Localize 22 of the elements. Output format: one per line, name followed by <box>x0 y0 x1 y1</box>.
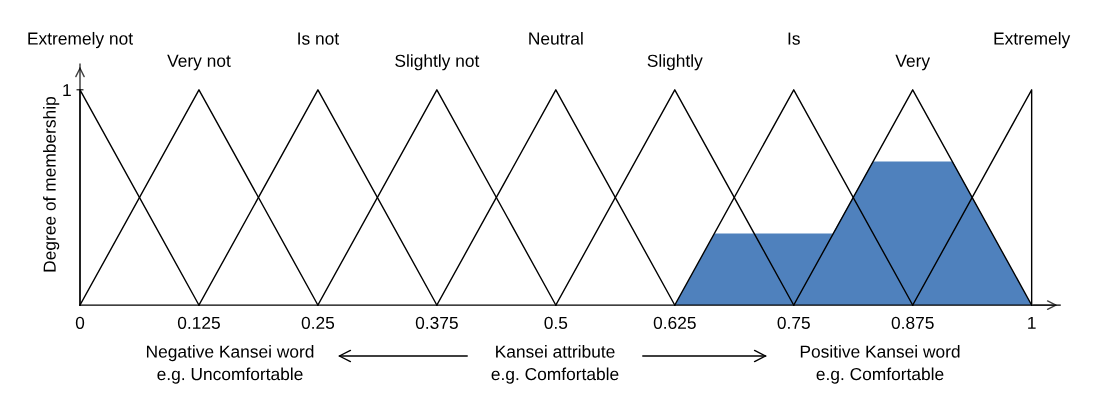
text: Is <box>788 32 800 45</box>
x-tick-label: 0.25 <box>301 316 335 329</box>
text: Kansei attribute e.g. Comfortable <box>491 345 619 384</box>
y-axis-title: Degree of membership <box>43 96 60 272</box>
series-label: Very <box>895 54 931 71</box>
x-tick-label: 1 <box>1028 316 1036 329</box>
text: Extremely <box>994 31 1071 49</box>
text: Extremely not <box>28 31 133 49</box>
x-tick-label: 0.5 <box>544 316 568 329</box>
text: Positive Kansei word e.g. Comfortable <box>800 345 960 384</box>
text: Negative Kansei word e.g. Uncomfortable <box>146 345 314 384</box>
text: Is not <box>298 32 340 45</box>
x-tick-label: 0.375 <box>415 316 458 329</box>
x-tick-label: 0 <box>75 316 85 329</box>
series-label: Very not <box>167 54 231 71</box>
text: Neutral <box>529 31 583 45</box>
x-tick-label: 0.625 <box>653 316 696 329</box>
series-label: Slightly <box>647 54 703 71</box>
x-tick-label: 0.875 <box>891 316 934 329</box>
series-label: Slightly not <box>395 54 480 71</box>
x-tick-label: 0.75 <box>777 316 810 329</box>
x-tick-label: 0.125 <box>177 316 220 329</box>
